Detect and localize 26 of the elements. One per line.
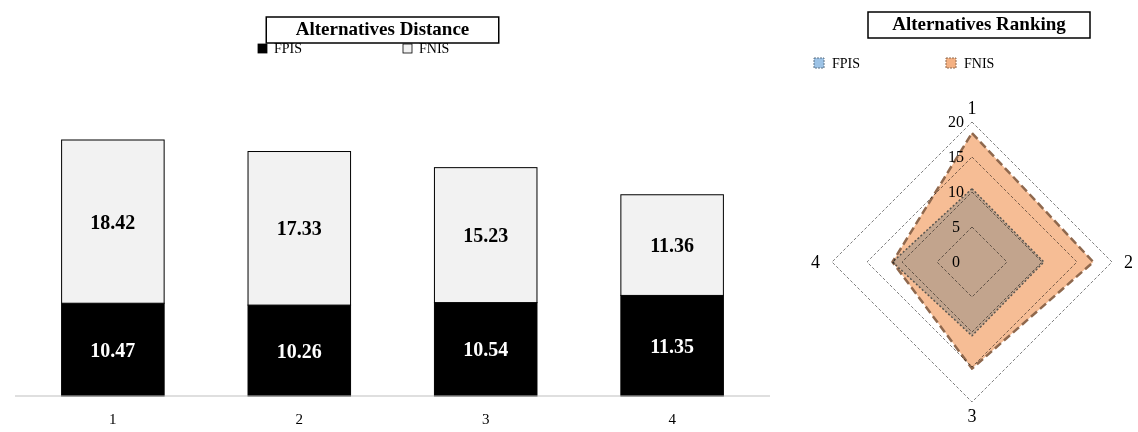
spoke-label: 4 <box>811 252 820 272</box>
data-label: 18.42 <box>90 210 136 233</box>
x-tick-label: 3 <box>481 411 490 427</box>
y-tick-label: 0 <box>952 253 960 270</box>
data-label: 11.35 <box>650 334 695 357</box>
y-tick-label: 5 <box>952 218 960 235</box>
legend-label: FNIS <box>964 56 995 71</box>
y-tick-label: 10 <box>948 183 964 200</box>
chart-title: Alternatives Distance <box>295 18 470 39</box>
chart-title: Alternatives Ranking <box>892 13 1067 34</box>
data-label: 10.54 <box>463 338 509 361</box>
y-tick-label: 15 <box>948 148 964 165</box>
data-label: 15.23 <box>463 224 509 247</box>
y-tick-label: 20 <box>948 113 964 130</box>
data-label: 11.36 <box>650 234 695 257</box>
legend-label: FPIS <box>274 41 303 56</box>
x-tick-label: 4 <box>668 411 677 427</box>
data-label: 10.47 <box>90 338 136 361</box>
legend-label: FNIS <box>419 41 450 56</box>
x-tick-label: 2 <box>295 411 304 427</box>
spoke-label: 1 <box>967 98 977 118</box>
data-label: 10.26 <box>276 339 322 362</box>
spoke-label: 2 <box>1124 252 1133 272</box>
data-label: 17.33 <box>276 217 322 240</box>
x-tick-label: 1 <box>109 411 117 427</box>
legend-label: FPIS <box>832 56 861 71</box>
